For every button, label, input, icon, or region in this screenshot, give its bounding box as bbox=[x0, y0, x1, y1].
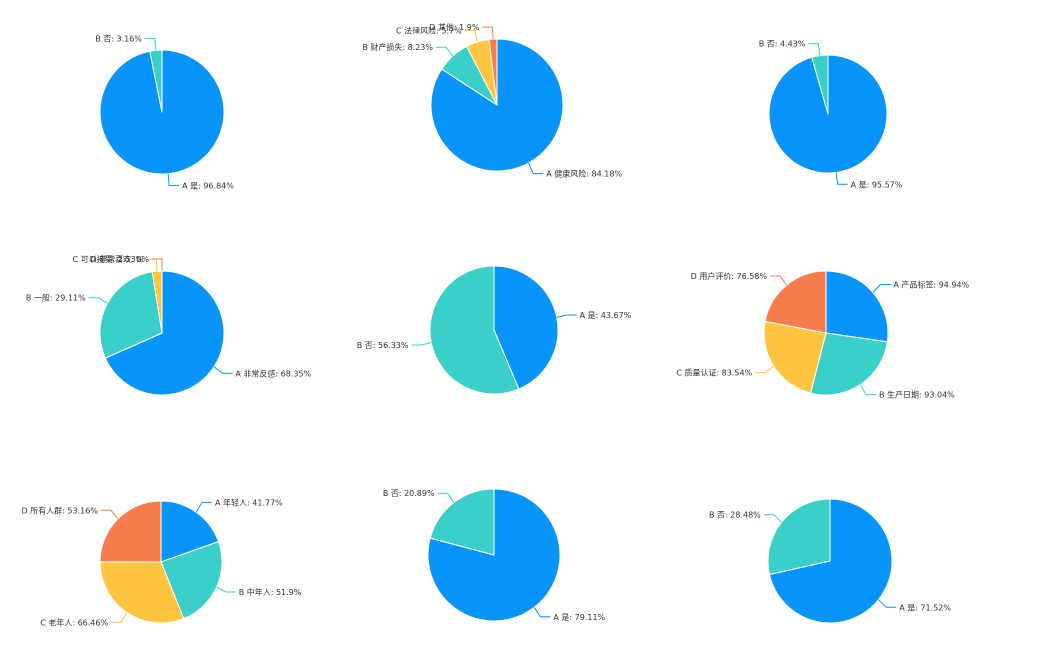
slice-label: A 是: 79.11% bbox=[553, 613, 605, 622]
slice-label: B 否: 28.48% bbox=[709, 511, 761, 520]
pie-slice[interactable] bbox=[488, 38, 498, 106]
slice-label: A 是: 71.52% bbox=[899, 603, 951, 612]
label-leader-line bbox=[100, 509, 119, 520]
pie-chart-4: A 非常反感: 68.35% B 一般: 29.11% C 可以接受: 2.53%D… bbox=[26, 254, 312, 396]
slice-label: A 产品标签: 94.94% bbox=[893, 280, 969, 290]
label-leader-line bbox=[111, 612, 128, 623]
label-leader-line bbox=[195, 501, 212, 513]
slice-label: A 是: 96.84% bbox=[182, 182, 234, 191]
pie-labels: A 是: 79.11% B 否: 20.89% bbox=[383, 489, 606, 622]
pie-slice[interactable] bbox=[810, 332, 888, 396]
label-leader-line bbox=[755, 365, 774, 374]
pie-slice[interactable] bbox=[99, 500, 162, 563]
label-leader-line bbox=[878, 599, 897, 608]
label-leader-line bbox=[763, 514, 782, 523]
label-leader-line bbox=[533, 607, 551, 618]
pie-labels: A 是: 96.84% B 否: 3.16% bbox=[95, 34, 234, 190]
slice-label: B 否: 20.89% bbox=[383, 489, 435, 498]
pie-labels: A 非常反感: 68.35% B 一般: 29.11% C 可以接受: 2.53%D… bbox=[26, 254, 312, 378]
pie-slice[interactable] bbox=[763, 320, 827, 394]
slice-label: B 否: 56.33% bbox=[357, 341, 409, 350]
label-leader-line bbox=[167, 173, 180, 187]
slice-label: A 健康风险: 84.18% bbox=[546, 169, 622, 179]
pie-chart-2: A 健康风险: 84.18% B 财产损失: 8.23% C 法律风险: 5.7%D… bbox=[362, 22, 622, 179]
label-leader-line bbox=[770, 275, 787, 286]
pie-chart-3: A 是: 95.57% B 否: 4.43% bbox=[759, 40, 903, 190]
pie-chart-1: A 是: 96.84% B 否: 3.16% bbox=[95, 34, 234, 190]
slice-label: A 非常反感: 68.35% bbox=[235, 368, 311, 378]
label-leader-line bbox=[464, 29, 479, 43]
slice-label: D 非常喜欢: 0% bbox=[90, 254, 149, 264]
pie-labels: A 是: 43.67% B 否: 56.33% bbox=[357, 311, 632, 350]
label-leader-line bbox=[482, 26, 494, 40]
slice-label: B 否: 3.16% bbox=[95, 34, 142, 43]
pie-labels: A 产品标签: 94.94% B 生产日期: 93.04% C 质量认证: 83.5… bbox=[676, 271, 969, 400]
pie-slice[interactable] bbox=[429, 488, 495, 556]
slice-label: B 一般: 29.11% bbox=[26, 293, 86, 303]
label-leader-line bbox=[528, 162, 544, 175]
slice-label: D 所有人群: 53.16% bbox=[21, 505, 98, 515]
pie-chart-7: A 年轻人: 41.77% B 中年人: 51.9% C 老年人: 66.46% D … bbox=[21, 497, 301, 627]
slice-label: D 其他: 1.9% bbox=[429, 22, 480, 32]
pie-chart-6: A 产品标签: 94.94% B 生产日期: 93.04% C 质量认证: 83.5… bbox=[676, 270, 970, 400]
label-leader-line bbox=[436, 46, 454, 57]
pie-labels: A 健康风险: 84.18% B 财产损失: 8.23% C 法律风险: 5.7%D… bbox=[362, 22, 622, 179]
slice-label: B 否: 4.43% bbox=[759, 40, 806, 49]
pie-slice[interactable] bbox=[825, 270, 889, 343]
label-leader-line bbox=[859, 384, 876, 396]
slice-label: C 质量认证: 83.54% bbox=[676, 368, 752, 378]
slice-label: A 是: 95.57% bbox=[851, 180, 903, 189]
label-leader-line bbox=[411, 342, 432, 346]
label-leader-line bbox=[437, 492, 455, 503]
pie-slice[interactable] bbox=[493, 265, 559, 390]
label-leader-line bbox=[216, 586, 236, 593]
label-leader-line bbox=[556, 314, 577, 318]
pie-slice[interactable] bbox=[767, 498, 831, 575]
pie-labels: A 是: 95.57% B 否: 4.43% bbox=[759, 40, 903, 190]
pie-chart-9: A 是: 71.52% B 否: 28.48% bbox=[709, 498, 951, 624]
pie-chart-5: A 是: 43.67% B 否: 56.33% bbox=[357, 265, 632, 395]
pie-slice[interactable] bbox=[768, 498, 893, 624]
slice-label: C 老年人: 66.46% bbox=[40, 617, 108, 627]
label-leader-line bbox=[872, 284, 891, 293]
pie-slice[interactable] bbox=[99, 271, 163, 359]
label-leader-line bbox=[808, 43, 821, 56]
label-leader-line bbox=[88, 297, 108, 304]
slice-label: B 生产日期: 93.04% bbox=[879, 390, 955, 400]
label-leader-line bbox=[835, 172, 848, 185]
slice-label: D 用户评价: 76.58% bbox=[691, 271, 768, 281]
pie-slice[interactable] bbox=[764, 270, 827, 334]
slice-label: A 年轻人: 41.77% bbox=[215, 497, 283, 507]
pie-labels: A 是: 71.52% B 否: 28.48% bbox=[709, 511, 951, 613]
label-leader-line bbox=[144, 37, 157, 51]
slice-label: C 法律风险: 5.7% bbox=[396, 25, 462, 35]
slice-label: A 是: 43.67% bbox=[580, 311, 632, 320]
label-leader-line bbox=[152, 258, 163, 271]
pie-chart-8: A 是: 79.11% B 否: 20.89% bbox=[383, 488, 606, 622]
slice-label: C 可以接受: 2.53% bbox=[73, 254, 144, 264]
label-leader-line bbox=[213, 366, 233, 374]
pie-labels: A 年轻人: 41.77% B 中年人: 51.9% C 老年人: 66.46% D … bbox=[21, 497, 301, 627]
pie-slice[interactable] bbox=[149, 49, 163, 113]
slice-label: B 财产损失: 8.23% bbox=[362, 42, 433, 52]
pie-slice[interactable] bbox=[99, 561, 185, 624]
slice-label: B 中年人: 51.9% bbox=[239, 587, 302, 597]
pie-slice[interactable] bbox=[104, 270, 225, 396]
